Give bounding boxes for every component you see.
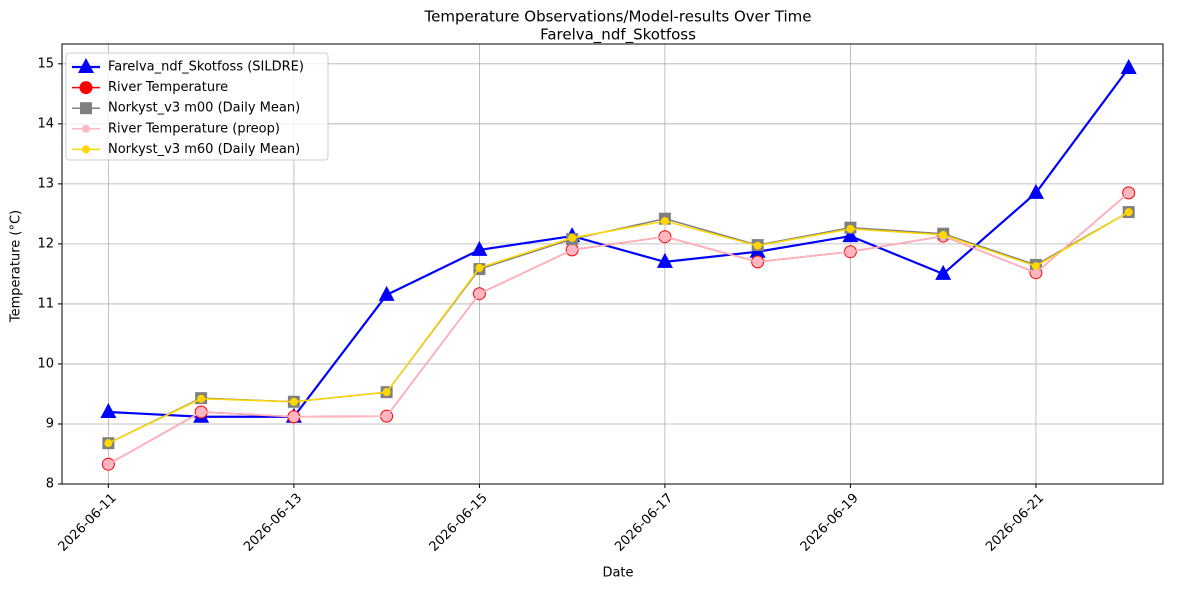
series-line xyxy=(108,192,1130,465)
y-tick-label: 9 xyxy=(46,416,54,431)
legend-label: Norkyst_v3 m00 (Daily Mean) xyxy=(108,101,300,116)
y-tick-label: 11 xyxy=(37,296,54,311)
series-line xyxy=(108,192,1130,465)
marker xyxy=(1031,268,1040,277)
y-tick-label: 10 xyxy=(37,356,54,371)
y-tick-label: 13 xyxy=(37,176,54,191)
marker xyxy=(842,227,859,243)
marker xyxy=(378,285,395,301)
marker xyxy=(753,241,762,250)
marker xyxy=(80,102,92,115)
legend-label: River Temperature (preop) xyxy=(108,121,280,136)
marker xyxy=(475,263,484,272)
y-tick-label: 15 xyxy=(37,56,54,71)
chart-title: Temperature Observations/Model-results O… xyxy=(423,8,811,26)
y-axis-label: Temperature (°C) xyxy=(9,210,24,323)
marker xyxy=(1031,262,1040,271)
legend-label: Norkyst_v3 m60 (Daily Mean) xyxy=(108,142,300,157)
marker xyxy=(382,412,391,421)
marker xyxy=(471,240,488,256)
marker xyxy=(1027,183,1044,199)
marker xyxy=(82,145,90,154)
marker xyxy=(846,247,855,256)
marker xyxy=(846,224,855,233)
x-axis-label: Date xyxy=(602,566,633,581)
x-tick-label: 2026-06-15 xyxy=(427,491,491,555)
marker xyxy=(197,407,206,416)
plot-frame xyxy=(61,43,1164,485)
marker xyxy=(289,412,298,421)
legend-label: River Temperature xyxy=(108,80,228,95)
x-tick-label: 2026-06-17 xyxy=(612,491,676,555)
marker xyxy=(382,388,391,397)
chart-subtitle: Farelva_ndf_Skotfoss xyxy=(540,26,696,45)
series-line xyxy=(108,211,1130,444)
marker xyxy=(568,233,577,242)
marker xyxy=(1124,208,1133,217)
marker xyxy=(82,124,90,133)
x-tick-label: 2026-06-13 xyxy=(241,491,305,555)
marker xyxy=(197,394,206,403)
marker xyxy=(104,439,113,448)
marker xyxy=(568,245,577,254)
marker xyxy=(753,257,762,266)
x-tick-label: 2026-06-21 xyxy=(983,491,1047,555)
x-tick-label: 2026-06-19 xyxy=(798,491,862,555)
y-tick-label: 12 xyxy=(37,236,54,251)
marker xyxy=(935,264,952,280)
marker xyxy=(1120,59,1137,75)
marker xyxy=(104,460,113,469)
marker xyxy=(79,81,93,95)
series-line xyxy=(108,67,1130,418)
marker xyxy=(475,289,484,298)
legend-box xyxy=(65,52,329,161)
marker xyxy=(660,217,669,226)
y-tick-label: 8 xyxy=(46,477,54,492)
marker xyxy=(1124,188,1133,197)
y-tick-label: 14 xyxy=(37,116,54,131)
marker xyxy=(656,252,673,268)
marker xyxy=(100,402,117,418)
marker xyxy=(289,397,298,406)
x-tick-label: 2026-06-11 xyxy=(56,491,120,555)
legend-label: Farelva_ndf_Skotfoss (SILDRE) xyxy=(108,60,304,75)
marker xyxy=(660,232,669,241)
marker xyxy=(78,58,94,73)
marker xyxy=(939,230,948,239)
